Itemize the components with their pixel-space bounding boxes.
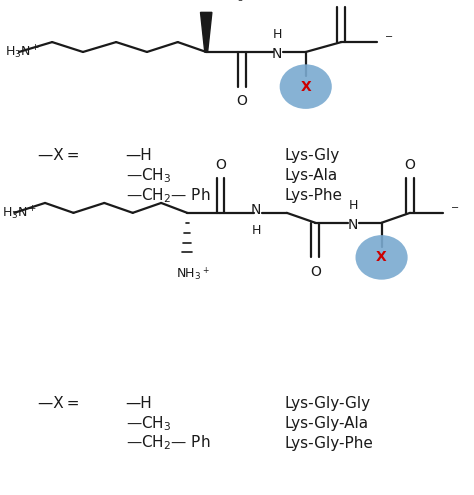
Ellipse shape	[280, 64, 332, 109]
Text: X: X	[376, 250, 387, 264]
Text: O: O	[336, 0, 346, 1]
Text: —CH$_3$: —CH$_3$	[126, 414, 171, 433]
Text: —CH$_2$— Ph: —CH$_2$— Ph	[126, 434, 210, 452]
Text: O: O	[237, 94, 247, 108]
Text: X: X	[301, 80, 311, 94]
Text: —CH$_3$: —CH$_3$	[126, 166, 171, 185]
Text: N: N	[251, 203, 261, 217]
Text: —CH$_2$— Ph: —CH$_2$— Ph	[126, 186, 210, 205]
Text: N: N	[348, 218, 358, 232]
Text: H: H	[251, 224, 261, 237]
Text: NH$_3$: NH$_3$	[176, 267, 201, 283]
Text: Lys-Gly-Phe: Lys-Gly-Phe	[284, 436, 373, 450]
Text: O: O	[215, 158, 226, 172]
Text: N: N	[272, 48, 283, 61]
Text: —H: —H	[126, 148, 152, 163]
Text: H$_3$N$^+$: H$_3$N$^+$	[5, 43, 40, 61]
Text: H: H	[348, 199, 358, 212]
Text: H: H	[273, 28, 282, 41]
Text: H$_3$N$^+$: H$_3$N$^+$	[2, 204, 37, 222]
Polygon shape	[201, 12, 212, 52]
Text: Lys-Gly-Gly: Lys-Gly-Gly	[284, 396, 371, 411]
Text: —H: —H	[126, 396, 152, 411]
Text: $^+$: $^+$	[201, 266, 210, 276]
Text: O: O	[310, 265, 320, 279]
Text: Lys-Ala: Lys-Ala	[284, 168, 337, 183]
Text: Lys-Phe: Lys-Phe	[284, 188, 342, 203]
Text: Lys-Gly-Ala: Lys-Gly-Ala	[284, 416, 368, 431]
Text: Lys-Gly: Lys-Gly	[284, 148, 340, 163]
Text: —X =: —X =	[38, 148, 80, 163]
Text: —X =: —X =	[38, 396, 80, 411]
Ellipse shape	[356, 235, 408, 280]
Text: $^+$NH$_3$: $^+$NH$_3$	[208, 0, 244, 5]
Text: $^-$: $^-$	[448, 204, 459, 218]
Text: $^-$: $^-$	[382, 34, 393, 48]
Text: O: O	[405, 158, 415, 172]
